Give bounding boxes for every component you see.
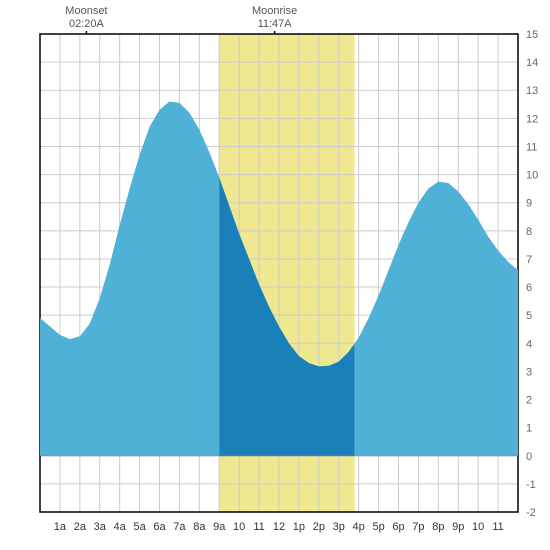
y-tick-label: 9 xyxy=(526,198,532,210)
y-tick-label: 6 xyxy=(526,282,532,294)
x-tick-label: 1a xyxy=(54,521,67,533)
y-tick-label: 13 xyxy=(526,85,538,97)
moonset-time: 02:20A xyxy=(69,18,105,30)
x-tick-label: 4p xyxy=(353,521,365,533)
x-tick-label: 7p xyxy=(412,521,424,533)
y-tick-label: 11 xyxy=(526,141,537,153)
y-tick-label: -1 xyxy=(526,479,536,491)
y-tick-label: 3 xyxy=(526,366,532,378)
x-tick-label: 4a xyxy=(114,521,127,533)
y-tick-label: 14 xyxy=(526,57,538,69)
x-tick-label: 8a xyxy=(193,521,206,533)
y-tick-label: 8 xyxy=(526,226,532,238)
y-tick-label: -2 xyxy=(526,507,536,519)
x-tick-label: 2p xyxy=(313,521,325,533)
x-tick-label: 9a xyxy=(213,521,226,533)
y-tick-label: 0 xyxy=(526,451,532,463)
x-tick-label: 9p xyxy=(452,521,464,533)
y-tick-label: 15 xyxy=(526,29,538,41)
x-tick-label: 7a xyxy=(173,521,186,533)
x-tick-label: 8p xyxy=(432,521,444,533)
moonrise-time: 11:47A xyxy=(258,18,293,30)
x-tick-label: 5p xyxy=(372,521,384,533)
x-tick-label: 3a xyxy=(94,521,107,533)
y-tick-label: 5 xyxy=(526,310,532,322)
x-tick-label: 10 xyxy=(472,521,484,533)
y-tick-label: 2 xyxy=(526,395,532,407)
x-tick-label: 11 xyxy=(492,521,503,533)
x-tick-label: 1p xyxy=(293,521,305,533)
x-tick-label: 3p xyxy=(333,521,345,533)
tide-chart: Moonset02:20AMoonrise11:47A-2-1012345678… xyxy=(0,0,550,550)
y-tick-label: 4 xyxy=(526,338,532,350)
moonset-title: Moonset xyxy=(65,5,107,17)
moonrise-title: Moonrise xyxy=(252,5,297,17)
x-tick-label: 11 xyxy=(253,521,264,533)
x-tick-label: 12 xyxy=(273,521,285,533)
x-tick-label: 2a xyxy=(74,521,87,533)
x-tick-label: 6p xyxy=(392,521,404,533)
x-tick-label: 10 xyxy=(233,521,245,533)
x-tick-label: 5a xyxy=(133,521,146,533)
y-tick-label: 12 xyxy=(526,113,538,125)
y-tick-label: 7 xyxy=(526,254,532,266)
x-tick-label: 6a xyxy=(153,521,166,533)
chart-svg: Moonset02:20AMoonrise11:47A-2-1012345678… xyxy=(0,0,550,550)
y-tick-label: 10 xyxy=(526,170,538,182)
y-tick-label: 1 xyxy=(526,423,532,435)
